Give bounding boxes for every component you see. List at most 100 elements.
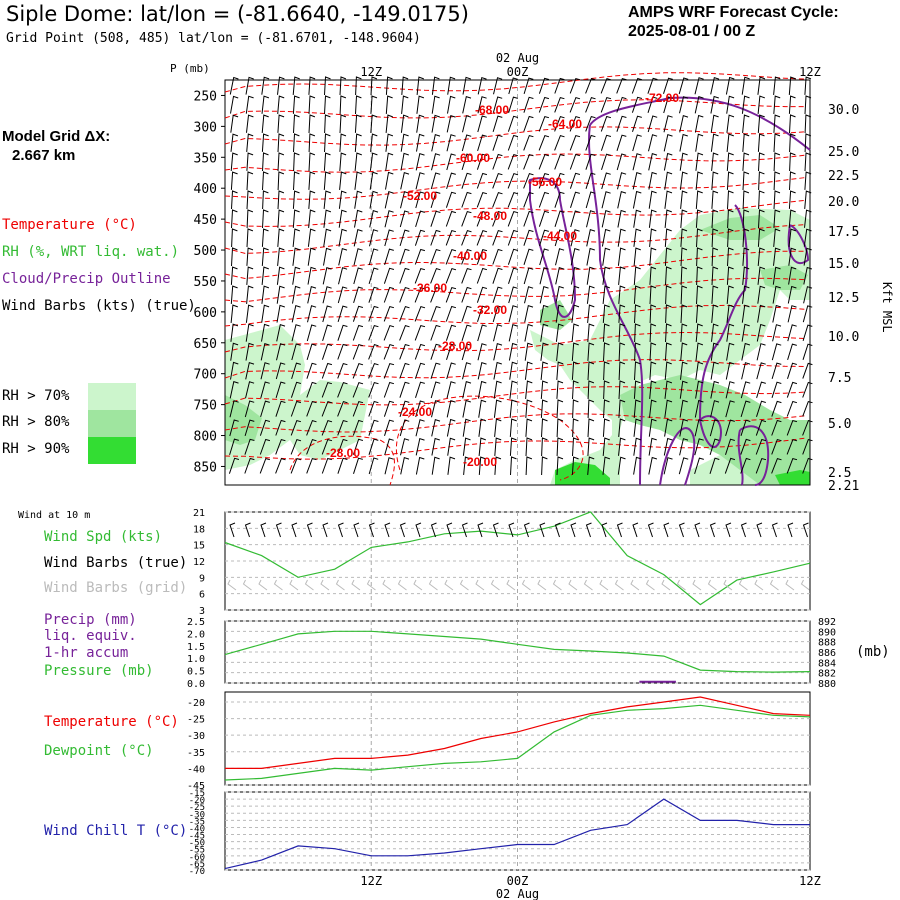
wind-barb-553 — [556, 342, 564, 361]
wind-barb-621 — [430, 381, 441, 399]
wind-barb-685 — [244, 419, 255, 437]
wind-barb-329 — [617, 228, 626, 247]
wind-barb-684 — [229, 419, 239, 437]
wind-barb-149 — [773, 133, 781, 153]
wind-barb-77 — [246, 114, 254, 133]
wind-ytick-6: 6 — [199, 590, 205, 601]
wind-barb-509 — [461, 324, 472, 341]
wind-barb-602 — [725, 361, 735, 380]
wind-barb-783 — [587, 456, 595, 475]
wind-barb-499 — [306, 324, 317, 342]
wind-barb-583 — [430, 362, 441, 379]
wind-barb-628 — [540, 380, 548, 399]
wind-barb-104 — [663, 115, 673, 133]
wind-barb-561 — [680, 342, 688, 361]
wind-barb-533 — [245, 342, 254, 361]
wind-barb-307 — [277, 228, 285, 247]
wind-barb-582 — [414, 362, 426, 379]
wind-barb-239 — [400, 191, 410, 209]
wind-barb-489 — [741, 304, 750, 323]
kft-tick-2: 22.5 — [828, 169, 859, 184]
wind-barb-67 — [679, 96, 689, 114]
wind-barb-515 — [555, 323, 564, 342]
legend-rh80: RH > 80% — [2, 414, 70, 430]
wind-barb-463 — [337, 305, 348, 323]
true-barb-10 — [384, 522, 391, 538]
wind-barb-144 — [695, 133, 704, 152]
true-barb-26 — [632, 522, 639, 538]
wind-barb-266 — [231, 209, 238, 229]
wind-barb-49 — [401, 95, 409, 114]
wind-barb-380 — [230, 266, 238, 285]
p-tick-450: 450 — [194, 213, 217, 228]
wind-barb-644 — [786, 381, 798, 398]
temp-label-10: -32.00 — [473, 303, 507, 317]
chill-ytick--25: -25 — [189, 803, 205, 813]
swatch-rh90 — [88, 437, 136, 464]
wind-barb-461 — [307, 305, 317, 323]
wind-barb-480 — [602, 304, 610, 323]
cloud-outline-4 — [737, 425, 770, 486]
wind-barb-392 — [414, 267, 426, 284]
wind-barb-256 — [664, 190, 673, 209]
wind-barb-124 — [385, 133, 394, 152]
grid-barb-10 — [382, 579, 392, 591]
grid-barb-8 — [351, 579, 361, 591]
wind-barb-624 — [477, 380, 487, 399]
wind-barb-675 — [679, 399, 688, 418]
wind-barb-660 — [446, 399, 456, 418]
grid-barb-34 — [754, 579, 764, 591]
wind-barb-447 — [680, 285, 688, 305]
wind10-label: Wind at 10 m — [18, 510, 91, 521]
grid-barb-26 — [630, 579, 640, 591]
wind-barb-538 — [321, 343, 333, 360]
wind-barb-505 — [399, 324, 410, 341]
grid-barb-33 — [738, 579, 748, 591]
wind-barb-576 — [321, 362, 333, 379]
wind-ytick-9: 9 — [199, 573, 205, 584]
wind-barb-513 — [524, 323, 533, 342]
kft-tick-0: 30.0 — [828, 103, 859, 118]
wind-barb-584 — [446, 362, 456, 380]
true-barb-15 — [461, 522, 468, 538]
wind-barb-714 — [694, 419, 704, 437]
wind-barb-152 — [230, 152, 238, 171]
wind-barb-711 — [648, 418, 657, 437]
wind-barb-494 — [230, 323, 239, 342]
wind-barb-211 — [554, 172, 565, 189]
wind-barb-99 — [585, 116, 596, 132]
isotherm-2 — [224, 126, 806, 146]
wind-barb-759 — [802, 439, 813, 455]
wind-barb-210 — [538, 173, 550, 189]
grid-barb-2 — [258, 579, 268, 591]
wind-barb-123 — [370, 133, 378, 152]
wind-barb-346 — [292, 247, 301, 266]
wind-barb-84 — [354, 114, 362, 133]
wind-barb-277 — [399, 210, 410, 228]
wind-barb-94 — [507, 115, 519, 132]
wind-barb-73 — [773, 95, 781, 114]
wind-barb-284 — [507, 211, 519, 227]
temp-label-0: -68.00 — [475, 103, 509, 117]
temp-label-14: -20.00 — [463, 455, 497, 469]
wind-barb-178 — [632, 153, 642, 171]
wind-barb-183 — [711, 152, 719, 171]
wind-barb-165 — [431, 153, 441, 171]
grid-barb-27 — [645, 579, 655, 591]
wind-barb-191 — [246, 171, 254, 191]
wind-barb-658 — [415, 400, 425, 418]
chill-ytick--60: -60 — [189, 853, 205, 863]
grid-barb-36 — [785, 579, 795, 591]
wind-barb-777 — [494, 456, 502, 475]
isotherm-1 — [224, 99, 805, 119]
wind-barb-57 — [523, 96, 534, 113]
wind-barb-168 — [476, 153, 488, 170]
wind-barb-298 — [727, 209, 734, 229]
temp-label-8: -40.00 — [453, 249, 487, 263]
wind-barb-221 — [711, 171, 719, 190]
wind-barb-468 — [414, 305, 426, 322]
wind-barb-120 — [324, 133, 331, 153]
wind-barb-174 — [569, 153, 581, 170]
wind-barb-121 — [339, 133, 347, 152]
wind-barb-369 — [649, 247, 657, 266]
